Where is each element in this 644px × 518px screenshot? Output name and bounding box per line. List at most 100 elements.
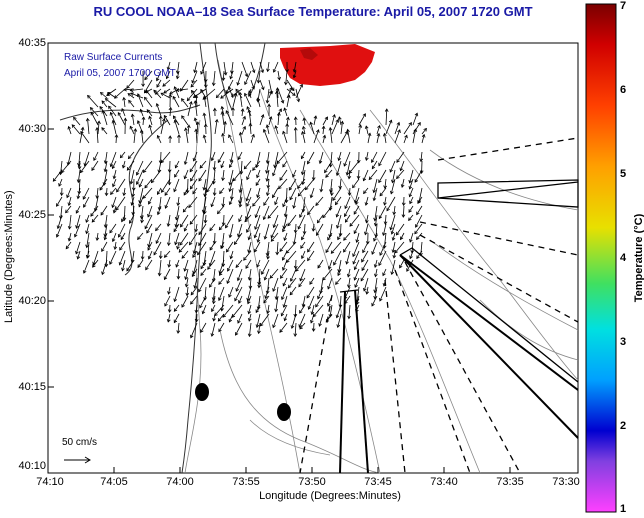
- current-vector: [144, 178, 153, 189]
- current-vector-head: [346, 128, 350, 133]
- current-vector: [164, 295, 171, 307]
- current-vector: [142, 250, 144, 260]
- current-vector: [167, 61, 171, 70]
- current-vector-head: [200, 272, 204, 276]
- current-vector: [156, 70, 162, 81]
- current-vector: [344, 196, 351, 209]
- current-vector: [184, 259, 189, 272]
- current-vector: [52, 169, 63, 182]
- current-vector-head: [327, 266, 332, 270]
- current-vector-head: [372, 197, 377, 202]
- current-vector-head: [173, 298, 178, 303]
- current-vector: [105, 98, 117, 108]
- current-vector: [348, 304, 351, 319]
- current-vector-head: [107, 92, 111, 96]
- current-vector: [421, 134, 425, 144]
- current-vector-head: [179, 241, 183, 246]
- current-vector: [324, 160, 333, 173]
- current-vector: [250, 61, 255, 73]
- current-vector-head: [358, 124, 363, 128]
- current-vector: [361, 259, 369, 271]
- current-vector-head: [140, 256, 145, 260]
- current-vector-head: [76, 195, 81, 200]
- current-vector-head: [245, 265, 249, 269]
- current-vector: [358, 169, 360, 179]
- current-vector-head: [255, 324, 260, 329]
- current-vector: [249, 123, 252, 135]
- current-vector: [129, 214, 135, 224]
- current-vector: [109, 250, 117, 265]
- current-vector-head: [121, 267, 125, 272]
- current-vector: [344, 286, 351, 300]
- current-vector: [218, 277, 225, 285]
- current-vector: [156, 79, 162, 88]
- current-vector-head: [157, 272, 162, 277]
- current-vector-head: [209, 247, 213, 251]
- current-vector: [100, 92, 108, 99]
- current-vector-head: [202, 112, 207, 117]
- current-vector: [241, 126, 246, 135]
- current-vector-head: [186, 97, 191, 102]
- current-vector: [420, 151, 423, 162]
- current-vector-head: [257, 284, 262, 289]
- current-vector-head: [235, 288, 240, 292]
- current-vector: [237, 223, 243, 237]
- current-vector-head: [148, 124, 152, 129]
- current-vector-head: [155, 227, 159, 232]
- current-vector-head: [210, 203, 215, 208]
- current-vector: [231, 61, 234, 74]
- current-vector-head: [55, 234, 60, 238]
- current-vector: [237, 70, 243, 86]
- current-vector: [270, 232, 279, 242]
- current-vector-head: [383, 202, 387, 206]
- current-vector: [181, 295, 189, 308]
- current-vector-head: [408, 217, 412, 221]
- current-vector-head: [364, 125, 369, 130]
- current-vector-head: [414, 112, 419, 117]
- current-vector-head: [378, 162, 382, 167]
- current-vector-head: [118, 261, 123, 266]
- current-vector-head: [368, 176, 373, 181]
- current-vector-head: [408, 209, 412, 213]
- current-vector-head: [221, 203, 226, 208]
- current-vector: [75, 241, 81, 254]
- current-vector: [365, 126, 369, 135]
- current-vector: [184, 169, 189, 179]
- current-vector-head: [115, 207, 119, 211]
- current-vector: [239, 178, 243, 193]
- current-vector: [392, 241, 396, 253]
- current-vector: [173, 178, 180, 192]
- y-tick-label: 40:30: [18, 123, 46, 135]
- current-vector-head: [183, 175, 188, 180]
- current-vector-head: [333, 261, 337, 266]
- current-vector: [216, 88, 225, 98]
- current-vector-head: [265, 100, 270, 104]
- current-vector: [340, 131, 348, 144]
- current-vector-head: [82, 196, 87, 200]
- current-vector: [83, 196, 90, 208]
- current-vector: [219, 187, 225, 194]
- current-vector-head: [400, 184, 405, 188]
- current-vector-head: [337, 272, 341, 277]
- current-vector-head: [102, 182, 107, 186]
- current-vector: [100, 205, 108, 216]
- current-vector: [122, 160, 126, 169]
- current-vector-head: [99, 105, 103, 110]
- current-vector: [222, 70, 225, 81]
- current-vector: [112, 160, 117, 169]
- current-vector: [104, 223, 108, 237]
- current-vector-head: [126, 85, 130, 89]
- current-vector-head: [165, 75, 170, 80]
- current-vector: [96, 127, 99, 144]
- y-tick-label: 40:25: [18, 209, 46, 221]
- current-vector: [57, 214, 63, 229]
- current-vector-head: [408, 179, 413, 184]
- x-tick-label: 74:10: [36, 476, 64, 488]
- current-vector: [330, 151, 333, 167]
- current-vector-head: [336, 324, 341, 329]
- current-vector: [217, 151, 225, 163]
- current-vector: [190, 322, 198, 338]
- current-vector-head: [332, 114, 336, 118]
- current-vector: [121, 108, 126, 117]
- current-vector: [203, 178, 207, 190]
